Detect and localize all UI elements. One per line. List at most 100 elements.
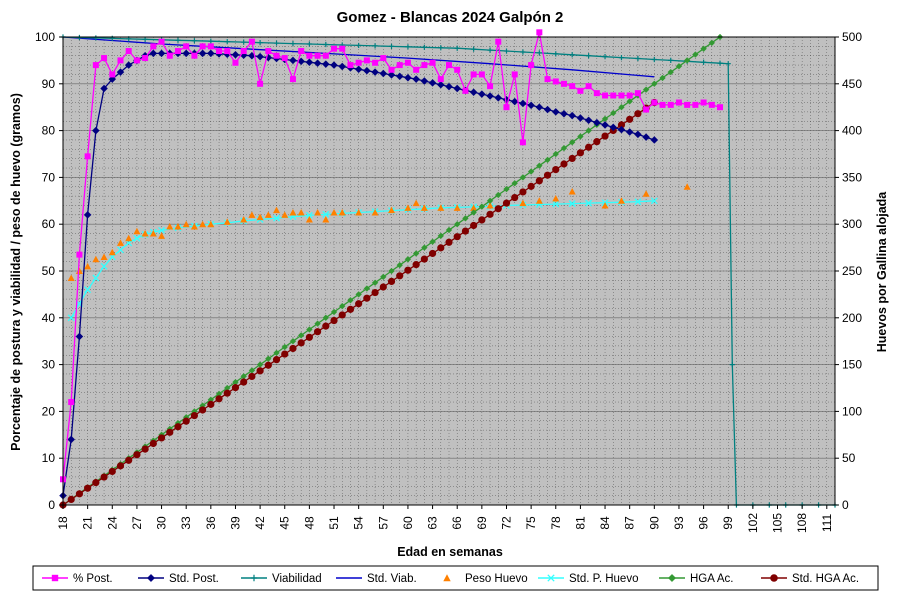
- series-post: [60, 29, 724, 483]
- data-point: [387, 71, 396, 79]
- data-point: [273, 40, 280, 46]
- data-point: [519, 174, 527, 181]
- data-point: [437, 76, 444, 83]
- data-point: [536, 162, 543, 169]
- data-point: [273, 349, 280, 357]
- data-point: [396, 62, 403, 69]
- data-point: [700, 45, 707, 52]
- data-point: [568, 111, 577, 120]
- data-point: [535, 103, 544, 112]
- data-point: [100, 262, 108, 270]
- data-point: [700, 59, 707, 65]
- data-point: [478, 71, 485, 78]
- data-point: [494, 205, 502, 213]
- data-point: [395, 72, 404, 81]
- data-point: [413, 66, 420, 73]
- data-point: [371, 279, 379, 286]
- data-point: [708, 39, 716, 47]
- data-point: [207, 43, 214, 50]
- data-point: [346, 305, 355, 313]
- data-point: [667, 68, 674, 76]
- data-point: [486, 197, 494, 205]
- y-right-axis-label: Huevos por Gallina alojada: [875, 191, 889, 353]
- series-layer: [59, 29, 838, 509]
- data-point: [100, 473, 108, 481]
- data-point: [387, 277, 396, 285]
- data-point: [372, 59, 379, 66]
- legend-label: Std. HGA Ac.: [792, 573, 859, 585]
- data-point: [141, 445, 149, 453]
- data-point: [92, 126, 100, 135]
- data-point: [437, 204, 445, 211]
- data-point: [297, 339, 305, 347]
- data-point: [642, 86, 650, 93]
- data-point: [248, 38, 255, 45]
- legend-label: Std. Post.: [169, 573, 219, 585]
- data-point: [92, 479, 100, 487]
- data-point: [642, 133, 650, 141]
- data-point: [692, 101, 699, 108]
- data-point: [552, 194, 560, 202]
- legend: % Post. Std. Post. Viabilidad Std. Viab. Pes…: [32, 565, 879, 591]
- data-point: [125, 456, 133, 464]
- data-point: [371, 288, 379, 297]
- data-point: [421, 244, 428, 251]
- data-point: [108, 467, 116, 476]
- data-point: [453, 204, 461, 211]
- y-right-tick-label: 0: [842, 498, 849, 512]
- data-point: [404, 204, 412, 211]
- y-right-tick-label: 350: [842, 170, 862, 184]
- data-point: [494, 94, 503, 102]
- data-point: [445, 82, 453, 91]
- data-point: [355, 209, 363, 216]
- data-point: [536, 29, 543, 36]
- data-point: [339, 302, 346, 310]
- x-tick-label: 51: [327, 516, 341, 530]
- legend-item-post: % Post.: [42, 573, 113, 585]
- series-line: [62, 36, 655, 78]
- data-point: [150, 43, 157, 50]
- data-point: [601, 201, 609, 209]
- data-point: [396, 272, 404, 280]
- data-point: [560, 144, 568, 152]
- data-point: [420, 77, 429, 85]
- x-tick-label: 69: [475, 516, 489, 530]
- legend-item-std-p-huevo: Std. P. Huevo: [538, 573, 638, 585]
- data-point: [75, 490, 84, 498]
- data-point: [190, 223, 198, 230]
- data-point: [289, 209, 297, 216]
- data-point: [536, 50, 542, 56]
- data-point: [420, 204, 428, 211]
- data-point: [585, 127, 592, 134]
- data-point: [298, 48, 305, 55]
- x-tick-label: 105: [771, 513, 785, 533]
- data-point: [625, 128, 634, 136]
- data-point: [576, 114, 585, 122]
- data-point: [93, 35, 99, 41]
- y-left-tick-label: 50: [42, 264, 56, 278]
- data-point: [256, 213, 264, 221]
- data-point: [191, 38, 198, 44]
- data-point: [527, 182, 535, 190]
- data-point: [101, 55, 108, 62]
- data-point: [478, 203, 486, 210]
- y-right-tick-label: 400: [842, 124, 862, 138]
- legend-marker: [667, 573, 677, 583]
- data-point: [174, 423, 182, 431]
- axes-layer: 18 21 24 27 30 33 36 39 42 45 48 51 54 57 60 63 66 69 72 75…: [35, 30, 862, 533]
- data-point: [338, 62, 347, 71]
- data-point: [404, 256, 412, 263]
- data-point: [683, 57, 691, 64]
- data-point: [576, 149, 585, 157]
- data-point: [116, 68, 125, 76]
- data-point: [248, 372, 256, 381]
- x-tick-label: 87: [623, 516, 637, 530]
- data-point: [76, 251, 83, 258]
- x-tick-label: 63: [426, 516, 440, 530]
- data-point: [585, 199, 593, 207]
- data-point: [601, 121, 609, 129]
- data-point: [569, 83, 576, 90]
- data-point: [92, 274, 100, 282]
- data-point: [429, 59, 436, 66]
- data-point: [618, 103, 625, 111]
